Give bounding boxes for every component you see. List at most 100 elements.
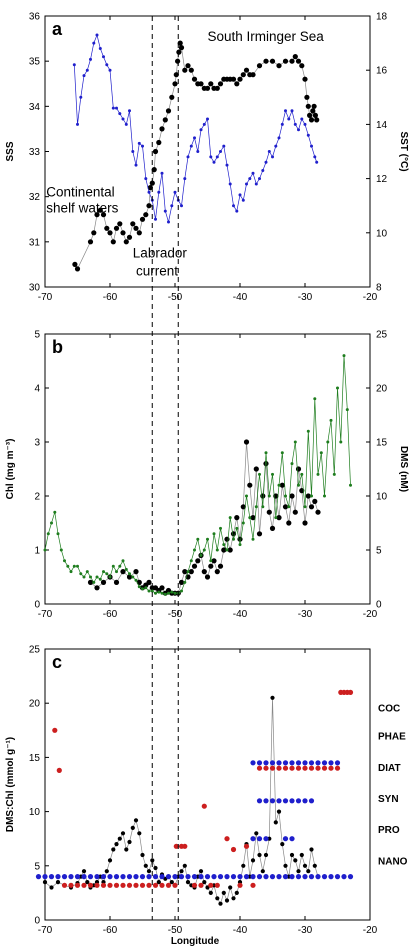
data-point xyxy=(218,901,223,906)
data-point xyxy=(235,526,239,530)
data-point xyxy=(152,882,159,888)
data-point xyxy=(117,836,122,841)
series-line xyxy=(73,33,318,223)
data-point xyxy=(214,85,220,91)
data-point xyxy=(107,874,113,880)
data-point xyxy=(260,493,266,499)
data-point xyxy=(254,182,258,186)
data-point xyxy=(307,112,313,118)
y2-tick-label: 10 xyxy=(376,228,388,239)
data-point xyxy=(199,128,203,132)
data-point xyxy=(221,547,227,553)
data-point xyxy=(113,874,120,880)
data-point xyxy=(269,58,276,64)
data-point xyxy=(209,155,213,159)
data-point xyxy=(222,543,226,547)
data-point xyxy=(251,537,255,541)
data-point xyxy=(87,579,94,586)
y-tick-label: 36 xyxy=(29,12,41,23)
data-point xyxy=(292,54,298,60)
annotation: South Irminger Sea xyxy=(208,29,325,44)
data-point xyxy=(289,874,295,880)
data-point xyxy=(277,136,281,140)
x-tick-label: -20 xyxy=(363,292,378,303)
data-point xyxy=(243,67,250,73)
data-point xyxy=(183,580,187,584)
data-point xyxy=(214,569,220,575)
x-tick-label: -70 xyxy=(38,925,53,936)
data-point xyxy=(173,72,179,78)
data-point xyxy=(245,182,248,186)
data-point xyxy=(94,882,100,888)
data-point xyxy=(120,874,126,880)
data-point xyxy=(248,177,252,181)
data-point xyxy=(270,695,275,700)
data-point xyxy=(303,122,307,126)
data-point xyxy=(56,767,62,774)
data-point xyxy=(120,882,126,888)
data-point xyxy=(178,45,185,51)
data-point xyxy=(296,869,301,874)
data-point xyxy=(35,874,42,880)
data-point xyxy=(87,882,94,888)
data-point xyxy=(243,843,250,849)
data-point xyxy=(279,482,285,488)
data-point xyxy=(234,515,240,521)
data-point xyxy=(234,890,239,896)
data-point xyxy=(146,869,152,874)
data-point xyxy=(131,150,135,153)
data-point xyxy=(133,225,139,231)
data-point xyxy=(137,141,141,145)
data-point xyxy=(227,547,233,553)
data-point xyxy=(124,122,128,126)
data-point xyxy=(305,103,311,109)
data-point xyxy=(274,516,278,520)
data-point xyxy=(146,579,152,586)
y2-tick-label: 14 xyxy=(376,120,388,131)
data-point xyxy=(189,144,193,148)
data-point xyxy=(347,874,354,880)
data-point xyxy=(316,472,320,476)
data-point xyxy=(206,117,209,121)
data-point xyxy=(295,466,302,472)
data-point xyxy=(266,509,272,515)
data-point xyxy=(308,117,315,123)
data-point xyxy=(253,466,259,472)
data-point xyxy=(264,160,268,164)
data-point xyxy=(202,122,206,126)
data-point xyxy=(306,869,311,874)
y-tick-label: 0 xyxy=(34,600,40,611)
data-point xyxy=(48,874,55,880)
data-point xyxy=(76,122,79,126)
data-point xyxy=(334,765,341,771)
data-point xyxy=(92,41,96,45)
data-point xyxy=(91,230,97,236)
data-point xyxy=(276,63,282,69)
data-point xyxy=(315,509,321,515)
data-point xyxy=(225,163,229,167)
y2-tick-label: 16 xyxy=(376,66,388,77)
y-tick-label: 0 xyxy=(34,916,40,927)
data-point xyxy=(113,579,120,586)
data-point xyxy=(300,117,304,121)
data-point xyxy=(66,564,70,568)
data-point xyxy=(289,765,295,771)
data-point xyxy=(267,494,271,498)
data-point xyxy=(143,212,149,218)
data-point xyxy=(224,836,230,842)
data-point xyxy=(302,863,308,868)
panel-a: -70 -60 -50 -40 -30 -20 30 31 32 33 34 35 36 SSS 8 10 12… xyxy=(5,12,409,304)
data-point xyxy=(248,516,252,520)
data-point xyxy=(133,569,139,575)
data-point xyxy=(269,525,276,532)
data-point xyxy=(180,589,183,593)
data-point xyxy=(243,874,250,880)
data-point xyxy=(289,798,295,804)
data-point xyxy=(228,182,232,186)
data-point xyxy=(204,874,211,880)
data-point xyxy=(276,760,282,766)
data-point xyxy=(206,537,209,541)
data-point xyxy=(120,230,126,236)
data-point xyxy=(256,63,263,69)
data-point xyxy=(196,537,200,541)
